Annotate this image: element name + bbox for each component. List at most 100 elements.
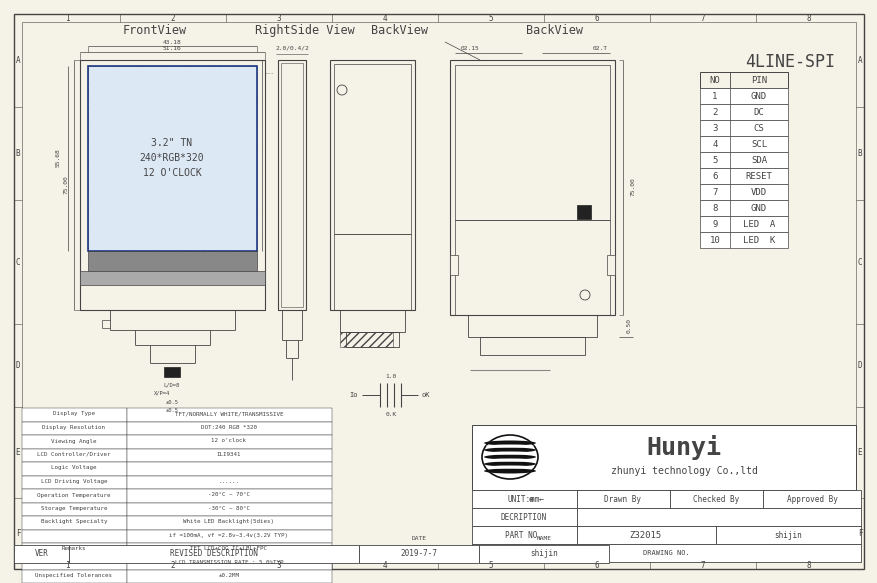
- Ellipse shape: [483, 462, 535, 466]
- Text: PART NO.: PART NO.: [505, 531, 542, 539]
- Bar: [281, 63, 303, 307]
- Text: TFT/NORMALLY WHITE/TRANSMISSIVE: TFT/NORMALLY WHITE/TRANSMISSIVE: [175, 412, 283, 416]
- Text: CS: CS: [752, 124, 764, 132]
- Text: UNIT:mm: UNIT:mm: [507, 494, 539, 504]
- Circle shape: [337, 85, 346, 95]
- Ellipse shape: [483, 469, 535, 473]
- Text: 51.16: 51.16: [162, 45, 182, 51]
- Text: Operation Temperature: Operation Temperature: [37, 493, 111, 497]
- Text: E: E: [16, 448, 20, 457]
- Bar: [127, 557, 332, 570]
- Text: Display Resolution: Display Resolution: [42, 425, 105, 430]
- Text: 12 O'CLOCK: 12 O'CLOCK: [142, 168, 201, 178]
- Text: LCD Driving Voltage: LCD Driving Voltage: [40, 479, 107, 484]
- Text: Display Type: Display Type: [53, 412, 95, 416]
- Ellipse shape: [486, 465, 533, 469]
- Text: Viewing Angle: Viewing Angle: [51, 438, 96, 444]
- Bar: [699, 184, 787, 200]
- Bar: [22, 422, 127, 435]
- Bar: [22, 489, 127, 503]
- Text: 2: 2: [170, 13, 175, 23]
- Text: 55.68: 55.68: [55, 149, 61, 167]
- Text: White LED Backlight(5dies): White LED Backlight(5dies): [183, 519, 275, 525]
- Bar: [359, 545, 479, 563]
- Text: 2.0/0.4/2: 2.0/0.4/2: [275, 45, 309, 51]
- Bar: [699, 88, 787, 104]
- Ellipse shape: [486, 458, 533, 462]
- Bar: [472, 544, 860, 562]
- Text: 5: 5: [488, 13, 493, 23]
- Text: X/P=4: X/P=4: [153, 391, 170, 395]
- Bar: [164, 367, 180, 377]
- Text: 75.00: 75.00: [63, 175, 68, 194]
- Text: DRAWING NO.: DRAWING NO.: [642, 550, 688, 556]
- Bar: [22, 476, 127, 489]
- Text: Backlight Specialty: Backlight Specialty: [40, 519, 107, 525]
- Bar: [22, 503, 127, 516]
- Text: C: C: [857, 258, 861, 266]
- Bar: [472, 526, 576, 544]
- Bar: [22, 516, 127, 529]
- Text: 240*RGB*320: 240*RGB*320: [139, 153, 204, 163]
- Text: 6: 6: [594, 13, 599, 23]
- Text: ⊕ ←: ⊕ ←: [529, 494, 544, 504]
- Text: RightSide View: RightSide View: [255, 23, 354, 37]
- Text: 9: 9: [711, 220, 717, 229]
- Text: -20°C ~ 70°C: -20°C ~ 70°C: [208, 493, 250, 497]
- Text: 3.2" TN: 3.2" TN: [151, 138, 192, 148]
- Text: zhunyi technology Co.,ltd: zhunyi technology Co.,ltd: [610, 466, 757, 476]
- Bar: [450, 60, 614, 315]
- Text: LCD TRANSMISSION RATE : 5.0%TYP: LCD TRANSMISSION RATE : 5.0%TYP: [175, 560, 283, 565]
- Bar: [715, 526, 860, 544]
- Text: 7: 7: [711, 188, 717, 196]
- Text: NO: NO: [709, 76, 719, 85]
- Text: A: A: [857, 56, 861, 65]
- Bar: [699, 104, 787, 120]
- Text: 43.18: 43.18: [162, 40, 182, 44]
- Bar: [22, 462, 127, 476]
- Text: VDD: VDD: [750, 188, 766, 196]
- Bar: [699, 120, 787, 136]
- Bar: [699, 168, 787, 184]
- Bar: [127, 570, 332, 583]
- Text: DECRIPTION: DECRIPTION: [500, 512, 546, 522]
- Bar: [80, 271, 265, 285]
- Bar: [576, 526, 715, 544]
- Bar: [762, 490, 860, 508]
- Text: LCD Controller/Driver: LCD Controller/Driver: [37, 452, 111, 457]
- Text: 1: 1: [711, 92, 717, 100]
- Bar: [472, 425, 855, 490]
- Text: LED  K: LED K: [742, 236, 774, 244]
- Bar: [576, 508, 860, 526]
- Text: LED  A: LED A: [742, 220, 774, 229]
- Bar: [576, 490, 669, 508]
- Ellipse shape: [481, 435, 538, 479]
- Bar: [22, 408, 127, 422]
- Text: GND: GND: [750, 92, 766, 100]
- Text: DATE: DATE: [411, 536, 426, 542]
- Text: ......: ......: [218, 479, 239, 484]
- Text: 0.K: 0.K: [385, 413, 396, 417]
- Ellipse shape: [483, 455, 535, 459]
- Bar: [127, 489, 332, 503]
- Bar: [69, 545, 359, 563]
- Bar: [127, 516, 332, 529]
- Text: SCL: SCL: [750, 139, 766, 149]
- Text: ---: ---: [264, 72, 274, 76]
- Text: BackView: BackView: [371, 23, 428, 37]
- Text: Remarks: Remarks: [61, 546, 86, 552]
- Text: oK: oK: [422, 392, 430, 398]
- Text: shijin: shijin: [530, 550, 557, 559]
- Bar: [339, 332, 393, 347]
- Bar: [479, 545, 609, 563]
- Bar: [333, 234, 410, 310]
- Bar: [450, 255, 458, 275]
- Text: if =100mA, vf =2.8v~3.4v(3.2V TYP): if =100mA, vf =2.8v~3.4v(3.2V TYP): [169, 533, 289, 538]
- Text: 3: 3: [711, 124, 717, 132]
- Bar: [88, 66, 257, 251]
- Text: 4: 4: [382, 560, 387, 570]
- Bar: [699, 232, 787, 248]
- Bar: [699, 136, 787, 152]
- Bar: [669, 490, 762, 508]
- Ellipse shape: [486, 444, 533, 448]
